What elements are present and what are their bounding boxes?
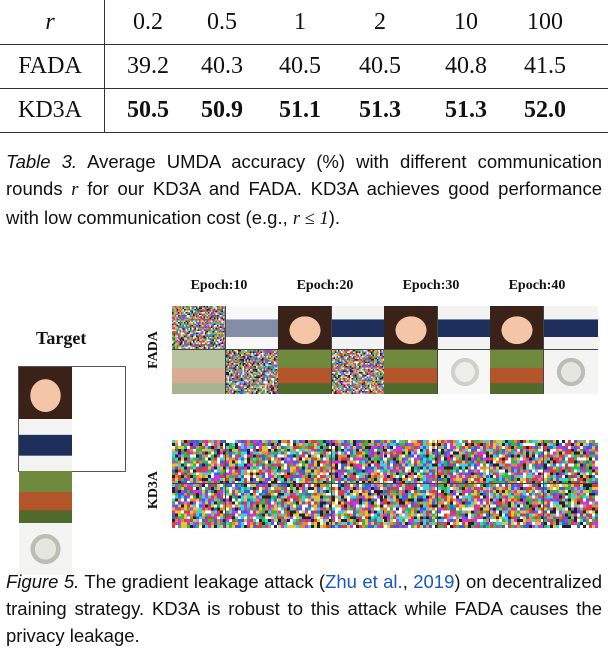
divider <box>172 349 280 350</box>
caption-label: Figure 5. <box>6 571 80 592</box>
divider <box>384 483 492 484</box>
horse-image <box>490 350 544 394</box>
horse-image <box>384 350 438 394</box>
caption-text: Average UMDA accuracy (%) with different… <box>6 151 603 199</box>
header-cell: 1 <box>294 9 306 35</box>
car-image <box>19 419 72 471</box>
face-image <box>384 306 438 350</box>
fada-epoch20-image <box>278 306 386 394</box>
target-image <box>18 366 126 575</box>
table-header-row: r 0.2 0.5 1 2 10 100 <box>0 0 608 44</box>
results-table: r 0.2 0.5 1 2 10 100 FADA 39.2 40.3 40.5… <box>0 0 608 133</box>
epoch-label: Epoch:10 <box>190 278 248 293</box>
divider <box>437 440 438 528</box>
divider <box>225 440 226 528</box>
caption-text: , <box>402 571 414 592</box>
table-caption: Table 3. Average UMDA accuracy (%) with … <box>6 148 602 233</box>
table-cell: 41.5 <box>524 53 566 79</box>
epoch-label: Epoch:40 <box>508 278 566 293</box>
figure-caption: Figure 5. The gradient leakage attack (Z… <box>6 568 602 649</box>
header-label: r <box>45 9 55 35</box>
figure-gradient-leakage: Epoch:10 Epoch:20 Epoch:30 Epoch:40 FADA… <box>0 270 608 575</box>
caption-text: ) on decentralized training strategy. KD… <box>6 571 602 646</box>
header-cell: 0.2 <box>133 9 163 35</box>
kd3a-epoch40-image <box>490 440 598 528</box>
citation-year-link[interactable]: 2019 <box>413 571 455 592</box>
epoch-label: Epoch:30 <box>402 278 460 293</box>
header-cell: 10 <box>454 9 478 35</box>
kd3a-epoch10-image <box>172 440 280 528</box>
car-image <box>332 306 386 350</box>
divider <box>278 349 386 350</box>
kd3a-epoch30-image <box>384 440 492 528</box>
divider <box>490 349 598 350</box>
caption-text: ). <box>328 207 341 228</box>
divider <box>278 483 386 484</box>
table-cell: 50.9 <box>201 97 243 123</box>
face-image <box>19 367 72 419</box>
clock-image <box>438 350 492 394</box>
noise-patch <box>226 350 280 394</box>
table-cell: 39.2 <box>127 53 169 79</box>
fada-epoch10-image <box>172 306 280 394</box>
row-label-fada: FADA <box>146 331 161 369</box>
table-rule <box>0 88 608 89</box>
table-rule <box>0 132 608 133</box>
caption-text: The gradient leakage attack ( <box>84 571 326 592</box>
face-image <box>278 306 332 350</box>
table-vertical-rule <box>104 0 105 132</box>
divider <box>543 306 544 394</box>
kd3a-epoch20-image <box>278 440 386 528</box>
table-cell: 40.8 <box>445 53 487 79</box>
row-label-kd3a: KD3A <box>146 470 161 510</box>
noise-patch <box>332 350 386 394</box>
table-cell: 52.0 <box>524 97 566 123</box>
header-cell: 0.5 <box>207 9 237 35</box>
caption-text: for our KD3A and FADA. KD3A achieves goo… <box>6 178 603 228</box>
divider <box>384 349 492 350</box>
caption-label: Table 3. <box>6 151 78 172</box>
fada-epoch30-image <box>384 306 492 394</box>
fada-epoch40-image <box>490 306 598 394</box>
divider <box>543 440 544 528</box>
row-label: KD3A <box>18 97 82 123</box>
caption-math: r <box>71 180 79 200</box>
divider <box>490 483 598 484</box>
horse-image <box>19 471 72 523</box>
table-cell: 51.3 <box>445 97 487 123</box>
citation-link[interactable]: Zhu et al. <box>325 571 403 592</box>
table-row-fada: FADA 39.2 40.3 40.5 40.5 40.8 41.5 <box>0 44 608 88</box>
horse-image <box>172 350 226 394</box>
header-cell: 2 <box>374 9 386 35</box>
divider <box>331 306 332 394</box>
horse-image <box>278 350 332 394</box>
car-image <box>438 306 492 350</box>
table-cell: 40.3 <box>201 53 243 79</box>
header-cell: 100 <box>527 9 563 35</box>
clock-image <box>544 350 598 394</box>
divider <box>172 483 280 484</box>
table-cell: 40.5 <box>279 53 321 79</box>
table-rule <box>0 44 608 45</box>
car-image <box>226 306 280 350</box>
target-label: Target <box>36 328 87 348</box>
row-label: FADA <box>18 53 82 79</box>
table-row-kd3a: KD3A 50.5 50.9 51.1 51.3 51.3 52.0 <box>0 88 608 132</box>
table-cell: 40.5 <box>359 53 401 79</box>
divider <box>331 440 332 528</box>
epoch-label: Epoch:20 <box>296 278 354 293</box>
clock-image <box>19 523 72 575</box>
face-image <box>490 306 544 350</box>
divider <box>437 306 438 394</box>
divider <box>225 306 226 394</box>
table-cell: 50.5 <box>127 97 169 123</box>
noise-patch <box>172 306 226 350</box>
car-image <box>544 306 598 350</box>
table-cell: 51.3 <box>359 97 401 123</box>
caption-math: r ≤ 1 <box>292 209 329 229</box>
table-cell: 51.1 <box>279 97 321 123</box>
